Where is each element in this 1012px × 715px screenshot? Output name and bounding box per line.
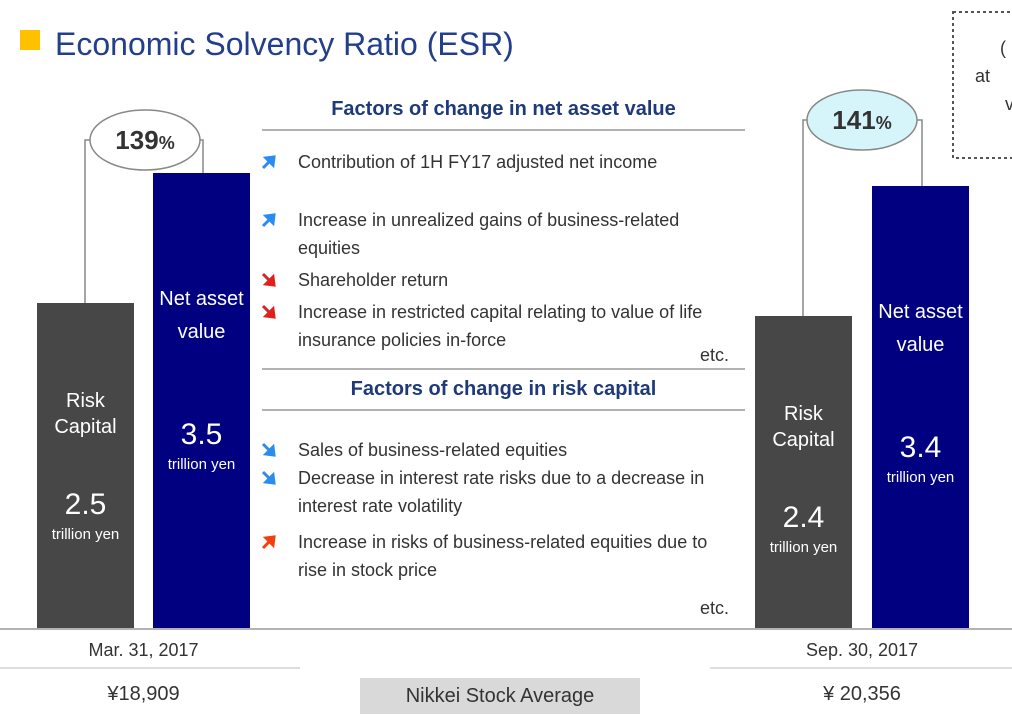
date-label: Sep. 30, 2017 <box>805 640 919 660</box>
factor-heading: Factors of change in risk capital <box>350 378 657 400</box>
trend-arrow <box>261 272 276 287</box>
note-text: ( <box>1000 38 1006 58</box>
factor-item: Decrease in interest rate risks due to a… <box>298 468 705 516</box>
bar-value: 3.4 <box>899 431 942 464</box>
bar-value: 2.4 <box>782 501 825 534</box>
trend-arrow <box>261 304 276 319</box>
ratio-bubble <box>89 109 201 171</box>
ratio-bubble <box>806 89 918 151</box>
bar-label: Risk Capital <box>772 403 835 451</box>
ratio-label: 141% <box>832 105 891 135</box>
nikkei-value: ¥ 20,356 <box>823 683 901 705</box>
bar-unit: trillion yen <box>167 456 236 473</box>
bar-value: 2.5 <box>64 488 107 521</box>
bar <box>37 303 134 628</box>
factor-item: Sales of business-related equities <box>298 440 568 460</box>
nikkei-label: Nikkei Stock Average <box>360 678 640 714</box>
ratio-label: 139% <box>115 125 174 155</box>
factor-note: etc. <box>700 598 730 618</box>
nikkei-value: ¥18,909 <box>107 683 180 705</box>
ratio-value: 141 <box>832 105 875 135</box>
factor-item: Shareholder return <box>298 270 449 290</box>
trend-arrow <box>261 470 276 485</box>
bar-unit: trillion yen <box>886 469 955 486</box>
note-box <box>952 11 1012 159</box>
connector <box>802 119 807 316</box>
date-label: Mar. 31, 2017 <box>88 640 199 660</box>
trend-arrow <box>261 535 276 550</box>
note-text: at <box>975 66 991 86</box>
trend-arrow <box>261 442 276 457</box>
ratio-unit: % <box>876 113 892 133</box>
connector <box>200 139 204 173</box>
ratio-unit: % <box>159 133 175 153</box>
bar-unit: trillion yen <box>51 526 120 543</box>
trend-arrow <box>261 155 276 170</box>
bar <box>872 186 969 628</box>
factor-item: Increase in unrealized gains of business… <box>298 210 680 258</box>
bar-label: Net asset value <box>159 288 244 343</box>
factor-item: Contribution of 1H FY17 adjusted net inc… <box>298 152 658 172</box>
connector <box>84 139 90 303</box>
bar <box>755 316 852 628</box>
factor-heading: Factors of change in net asset value <box>331 98 676 120</box>
title: Economic Solvency Ratio (ESR) <box>55 26 514 62</box>
bar-value: 3.5 <box>180 418 223 451</box>
trend-arrow <box>261 213 276 228</box>
factor-item: Increase in restricted capital relating … <box>298 302 703 350</box>
title-bullet <box>20 30 40 50</box>
note-text: v <box>1005 94 1012 114</box>
bar <box>153 173 250 628</box>
connector <box>917 119 923 186</box>
bar-label: Risk Capital <box>54 390 117 438</box>
factor-item: Increase in risks of business-related eq… <box>298 532 708 580</box>
bar-unit: trillion yen <box>769 539 838 556</box>
ratio-value: 139 <box>115 125 158 155</box>
factor-note: etc. <box>700 345 730 365</box>
bar-label: Net asset value <box>878 301 963 356</box>
